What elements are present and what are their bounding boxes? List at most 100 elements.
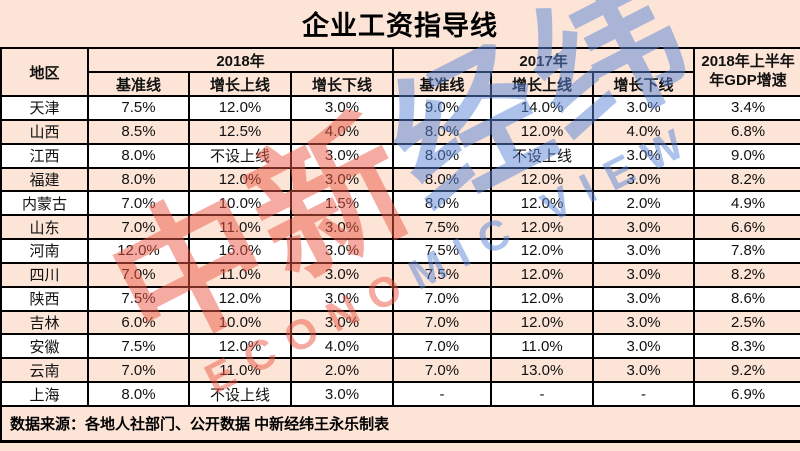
value-cell: 3.0% (592, 142, 696, 169)
baseline-2017-header: 基准线 (392, 71, 493, 97)
value-cell: 8.0% (392, 118, 493, 145)
value-cell: 11.0% (188, 261, 292, 288)
value-cell: 8.2% (693, 166, 800, 193)
value-cell: 6.0% (87, 309, 190, 336)
value-cell: 12.5% (188, 118, 292, 145)
region-cell: 内蒙古 (0, 190, 89, 217)
value-cell: 7.0% (392, 357, 493, 384)
value-cell: 3.0% (289, 309, 395, 336)
value-cell: 12.0% (188, 285, 292, 312)
value-cell: 3.0% (592, 333, 696, 360)
footer-bar: 数据来源：各地人社部门、公开数据 中新经纬王永乐制表 (0, 407, 800, 443)
value-cell: 8.5% (87, 118, 190, 145)
value-cell: 不设上线 (188, 142, 292, 169)
value-cell: 8.0% (87, 142, 190, 169)
value-cell: 12.0% (490, 118, 595, 145)
value-cell: 4.0% (592, 118, 696, 145)
value-cell: 12.0% (490, 190, 595, 217)
region-cell: 安徽 (0, 333, 89, 360)
value-cell: 7.5% (392, 238, 493, 264)
value-cell: 12.0% (490, 238, 595, 264)
table-row: 天津 7.5% 12.0% 3.0% 9.0% 14.0% 3.0% 3.4% (0, 95, 800, 121)
value-cell: 不设上线 (490, 142, 595, 169)
gdp-header-line2: 年GDP增速 (709, 72, 787, 89)
value-cell: 7.5% (87, 95, 190, 121)
value-cell: 3.0% (592, 238, 696, 264)
value-cell: 3.0% (289, 166, 395, 193)
year-2017-group-header: 2017年 (392, 47, 696, 73)
data-source-note: 数据来源：各地人社部门、公开数据 中新经纬王永乐制表 (10, 416, 390, 433)
table-row: 福建 8.0% 12.0% 3.0% 8.0% 12.0% 3.0% 8.2% (0, 166, 800, 193)
value-cell: - (490, 381, 595, 407)
region-cell: 上海 (0, 381, 89, 407)
value-cell: 7.8% (693, 238, 800, 264)
table-row: 陕西 7.5% 12.0% 3.0% 7.0% 12.0% 3.0% 8.6% (0, 285, 800, 312)
value-cell: 3.0% (592, 309, 696, 336)
wage-guidance-table: 地区 2018年 2017年 2018年上半年 年GDP增速 基准线 增长上线 … (0, 47, 800, 407)
value-cell: 8.6% (693, 285, 800, 312)
value-cell: 12.0% (490, 309, 595, 336)
value-cell: 3.0% (592, 95, 696, 121)
value-cell: 4.0% (289, 118, 395, 145)
value-cell: 3.0% (289, 381, 395, 407)
header-row-groups: 地区 2018年 2017年 2018年上半年 年GDP增速 (0, 47, 800, 97)
value-cell: 7.0% (87, 190, 190, 217)
upper-line-2018-header: 增长上线 (188, 71, 292, 97)
value-cell: 12.0% (188, 95, 292, 121)
table-row: 吉林 6.0% 10.0% 3.0% 7.0% 12.0% 3.0% 2.5% (0, 309, 800, 336)
baseline-2018-header: 基准线 (87, 71, 190, 97)
title-bar: 企业工资指导线 (0, 0, 800, 47)
region-cell: 陕西 (0, 285, 89, 312)
upper-line-2017-header: 增长上线 (490, 71, 595, 97)
gdp-column-header: 2018年上半年 年GDP增速 (693, 47, 800, 97)
value-cell: 8.3% (693, 333, 800, 360)
value-cell: 7.0% (392, 285, 493, 312)
value-cell: 3.0% (592, 214, 696, 241)
value-cell: 6.8% (693, 118, 800, 145)
value-cell: 12.0% (188, 166, 292, 193)
value-cell: 8.0% (87, 166, 190, 193)
value-cell: 3.0% (592, 166, 696, 193)
value-cell: 7.0% (87, 261, 190, 288)
value-cell: 2.0% (289, 357, 395, 384)
value-cell: 3.0% (592, 285, 696, 312)
value-cell: 7.5% (392, 214, 493, 241)
value-cell: 13.0% (490, 357, 595, 384)
value-cell: 7.0% (87, 214, 190, 241)
value-cell: 9.0% (693, 142, 800, 169)
value-cell: 8.0% (87, 381, 190, 407)
value-cell: 6.9% (693, 381, 800, 407)
value-cell: 3.0% (289, 238, 395, 264)
value-cell: 12.0% (490, 214, 595, 241)
table-row: 河南 12.0% 16.0% 3.0% 7.5% 12.0% 3.0% 7.8% (0, 238, 800, 264)
lower-line-2018-header: 增长下线 (289, 71, 395, 97)
table-row: 安徽 7.5% 12.0% 4.0% 7.0% 11.0% 3.0% 8.3% (0, 333, 800, 360)
value-cell: 3.0% (289, 261, 395, 288)
value-cell: 14.0% (490, 95, 595, 121)
value-cell: 12.0% (188, 333, 292, 360)
value-cell: 9.2% (693, 357, 800, 384)
value-cell: 7.5% (392, 261, 493, 288)
table-row: 四川 7.0% 11.0% 3.0% 7.5% 12.0% 3.0% 8.2% (0, 261, 800, 288)
value-cell: 8.2% (693, 261, 800, 288)
value-cell: - (592, 381, 696, 407)
value-cell: 16.0% (188, 238, 292, 264)
value-cell: 7.0% (392, 309, 493, 336)
value-cell: 7.5% (87, 333, 190, 360)
region-cell: 福建 (0, 166, 89, 193)
table-header: 地区 2018年 2017年 2018年上半年 年GDP增速 基准线 增长上线 … (0, 47, 800, 97)
value-cell: 3.0% (289, 285, 395, 312)
value-cell: 3.0% (289, 142, 395, 169)
region-cell: 四川 (0, 261, 89, 288)
value-cell: 3.0% (592, 261, 696, 288)
value-cell: 8.0% (392, 190, 493, 217)
value-cell: 9.0% (392, 95, 493, 121)
table-body: 天津 7.5% 12.0% 3.0% 9.0% 14.0% 3.0% 3.4% 山西 8.5% 12… (0, 95, 800, 407)
value-cell: 12.0% (490, 261, 595, 288)
table-row: 云南 7.0% 11.0% 2.0% 7.0% 13.0% 3.0% 9.2% (0, 357, 800, 384)
value-cell: 11.0% (490, 333, 595, 360)
region-cell: 山东 (0, 214, 89, 241)
table-row: 内蒙古 7.0% 10.0% 1.5% 8.0% 12.0% 2.0% 4.9% (0, 190, 800, 217)
region-cell: 天津 (0, 95, 89, 121)
value-cell: 8.0% (392, 142, 493, 169)
